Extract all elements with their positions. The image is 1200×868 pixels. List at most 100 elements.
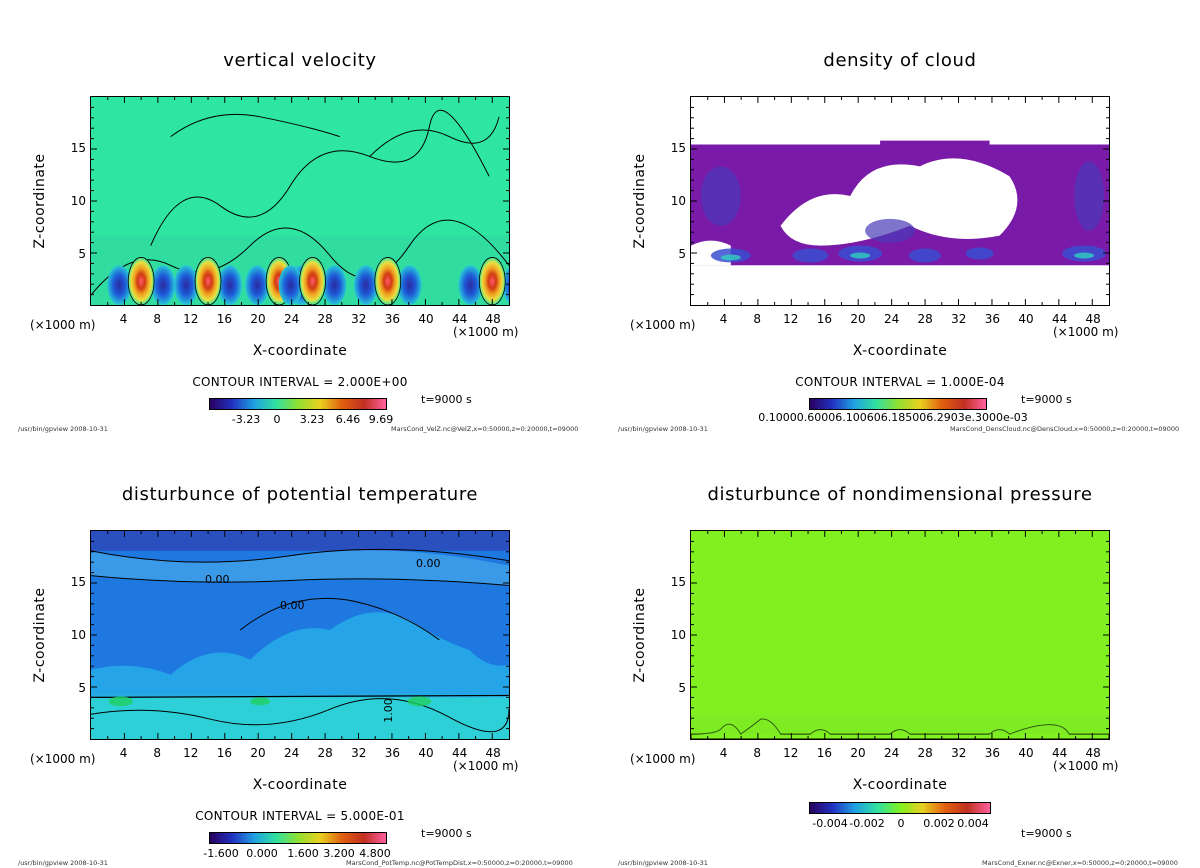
x-axis-title: X-coordinate xyxy=(852,777,948,793)
colorbar-label: -1.600 xyxy=(203,847,239,860)
y-tick-label: 10 xyxy=(70,194,86,208)
x-unit-label: (×1000 m) xyxy=(453,325,519,339)
axis-ticks xyxy=(91,531,509,739)
colorbar xyxy=(209,832,387,844)
x-tick-label: 24 xyxy=(883,312,900,326)
panel-potential-temperature: disturbunce of potential temperature Z-c… xyxy=(0,434,600,868)
plot-area xyxy=(90,96,510,306)
downdraft-cell xyxy=(151,265,175,305)
x-tick-label: 48 xyxy=(1085,312,1101,326)
heatmap-field xyxy=(691,97,1109,305)
x-tick-label: 4 xyxy=(119,746,128,760)
x-tick-label: 44 xyxy=(1051,746,1068,760)
y-tick-label: 5 xyxy=(678,681,686,695)
x-tick-label: 8 xyxy=(153,746,161,760)
x-unit-label: (×1000 m) xyxy=(1053,759,1119,773)
x-tick-label: 28 xyxy=(317,746,333,760)
downdraft-cell xyxy=(107,265,132,305)
x-axis-title: X-coordinate xyxy=(852,343,948,359)
footer-left: /usr/bin/gpview 2008-10-31 xyxy=(18,859,108,867)
x-axis-title: X-coordinate xyxy=(252,777,348,793)
x-tick-label: 44 xyxy=(451,312,468,326)
y-axis-title: Z-coordinate xyxy=(32,587,48,683)
x-tick-label: 4 xyxy=(719,312,728,326)
x-unit-label: (×1000 m) xyxy=(630,752,696,766)
axis-ticks xyxy=(691,97,1109,305)
y-tick-label: 5 xyxy=(78,681,86,695)
y-axis-title: Z-coordinate xyxy=(632,153,648,249)
colorbar-label: 0.002 xyxy=(923,817,955,830)
x-tick-label: 20 xyxy=(850,312,866,326)
x-tick-label: 32 xyxy=(951,746,967,760)
colorbar-label: 0.000 xyxy=(246,847,278,860)
x-unit-label: (×1000 m) xyxy=(1053,325,1119,339)
downdraft-cell xyxy=(217,265,242,305)
x-tick-label: 16 xyxy=(816,746,833,760)
footer-right: MarsCond_PotTemp.nc@PotTempDist,x=0:5000… xyxy=(346,859,573,867)
colorbar-label: 4.800 xyxy=(359,847,391,860)
x-tick-label: 44 xyxy=(451,746,468,760)
x-tick-label: 40 xyxy=(418,312,434,326)
colorbar-label: -0.002 xyxy=(849,817,885,830)
x-unit-label: (×1000 m) xyxy=(30,318,96,332)
downdraft-cell xyxy=(245,265,270,305)
updraft-cell xyxy=(299,257,326,305)
x-tick-label: 8 xyxy=(753,312,761,326)
contour-label: 0.00 xyxy=(416,557,441,570)
contour-interval: CONTOUR INTERVAL = 1.000E-04 xyxy=(795,375,1005,389)
colorbar-label: 0 xyxy=(273,413,281,426)
y-tick-label: 15 xyxy=(70,575,86,589)
x-tick-label: 28 xyxy=(917,746,933,760)
x-tick-label: 48 xyxy=(1085,746,1101,760)
downdraft-cell xyxy=(458,265,483,305)
x-tick-label: 36 xyxy=(384,312,401,326)
colorbar xyxy=(209,398,387,410)
chart-title: vertical velocity xyxy=(223,50,377,71)
x-tick-label: 40 xyxy=(418,746,434,760)
updraft-cell xyxy=(194,257,222,305)
updraft-cell xyxy=(127,257,155,305)
updraft-cell xyxy=(478,257,506,305)
time-label: t=9000 s xyxy=(421,827,472,840)
x-tick-label: 36 xyxy=(384,746,401,760)
x-tick-label: 8 xyxy=(753,746,761,760)
x-unit-label: (×1000 m) xyxy=(630,318,696,332)
y-tick-label: 10 xyxy=(670,194,686,208)
heatmap-field xyxy=(691,531,1109,739)
x-tick-label: 20 xyxy=(250,312,266,326)
axis-ticks xyxy=(91,97,509,305)
colorbar xyxy=(809,802,991,814)
x-tick-label: 44 xyxy=(1051,312,1068,326)
plot-area xyxy=(690,530,1110,740)
colorbar-label: 0 xyxy=(897,817,905,830)
footer-right: MarsCond_Exner.nc@Exner,x=0:50000,z=0:20… xyxy=(982,859,1178,867)
y-axis-title: Z-coordinate xyxy=(32,153,48,249)
colorbar-label: 0.004 xyxy=(957,817,989,830)
x-tick-label: 12 xyxy=(783,746,799,760)
y-tick-label: 15 xyxy=(670,575,686,589)
plot-area xyxy=(690,96,1110,306)
axis-ticks xyxy=(691,531,1109,739)
x-tick-label: 24 xyxy=(283,312,300,326)
x-axis-title: X-coordinate xyxy=(252,343,348,359)
x-tick-label: 4 xyxy=(119,312,128,326)
downdraft-cell xyxy=(278,265,303,305)
y-axis-title: Z-coordinate xyxy=(632,587,648,683)
footer-left: /usr/bin/gpview 2008-10-31 xyxy=(18,425,108,433)
contour-interval: CONTOUR INTERVAL = 2.000E+00 xyxy=(192,375,408,389)
contour-label: 0.00 xyxy=(205,573,230,586)
footer-left: /usr/bin/gpview 2008-10-31 xyxy=(618,425,708,433)
time-label: t=9000 s xyxy=(1021,393,1072,406)
colorbar-label: -0.004 xyxy=(812,817,848,830)
x-tick-label: 16 xyxy=(216,746,233,760)
x-tick-label: 24 xyxy=(283,746,300,760)
panel-vertical-velocity: vertical velocity Z-coordinate xyxy=(0,0,600,434)
x-tick-label: 40 xyxy=(1018,312,1034,326)
y-tick-label: 15 xyxy=(70,141,86,155)
x-tick-label: 36 xyxy=(984,312,1001,326)
contour-label: 1.00 xyxy=(381,698,395,723)
y-tick-label: 10 xyxy=(670,628,686,642)
plot-area xyxy=(90,530,510,740)
footer-right: MarsCond_DensCloud.nc@DensCloud,x=0:5000… xyxy=(950,425,1180,433)
colorbar-label: -3.23 xyxy=(231,413,261,426)
